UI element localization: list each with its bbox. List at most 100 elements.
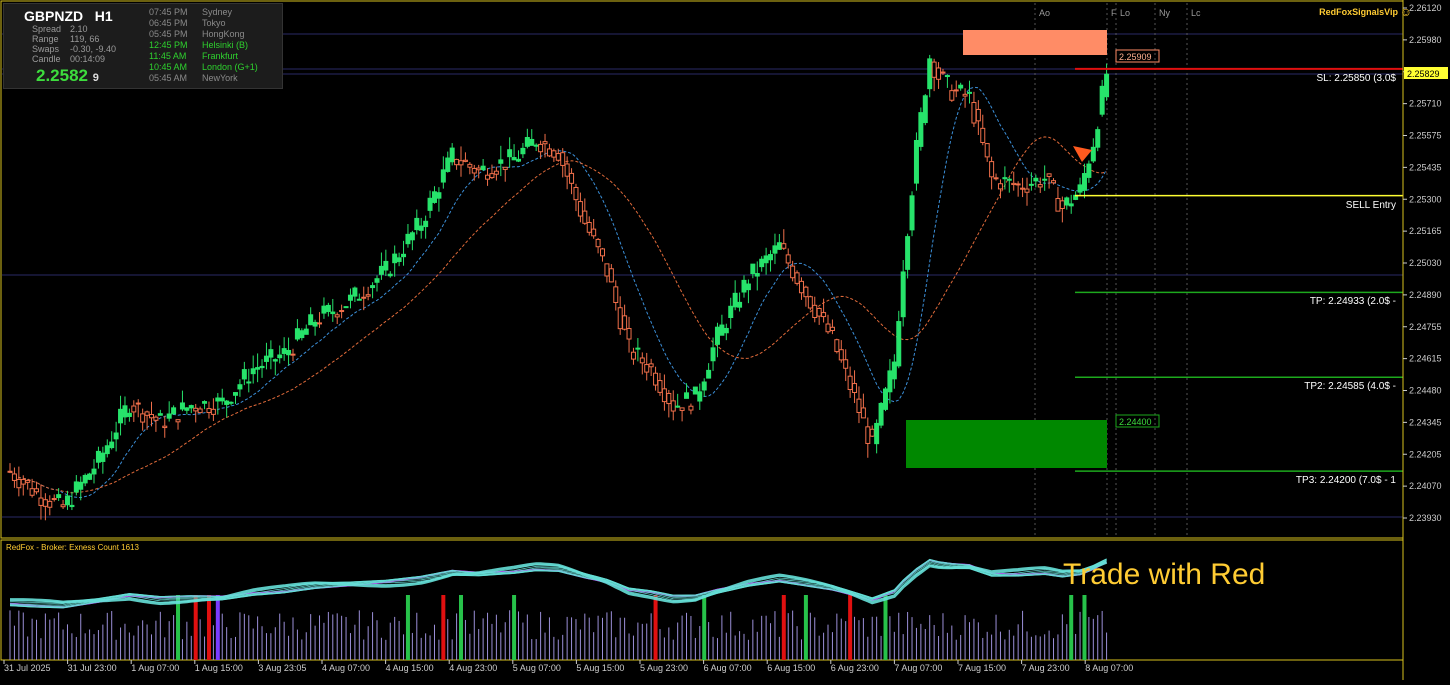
candle xyxy=(51,494,57,502)
histogram-signal-bar xyxy=(883,595,888,660)
time-tick-label: 3 Aug 23:05 xyxy=(258,663,306,673)
candle-body xyxy=(869,428,875,437)
candle-body xyxy=(829,326,835,331)
spread-value: 2.10 xyxy=(70,24,88,34)
candle xyxy=(1051,178,1057,185)
candle xyxy=(847,366,853,398)
price-tick-label: 2.24070 xyxy=(1409,481,1442,491)
candle-body xyxy=(909,195,915,231)
candle-body xyxy=(891,361,897,380)
session-marker-label: Lo xyxy=(1120,8,1130,18)
candle-body xyxy=(42,499,48,507)
candle-body xyxy=(365,294,371,297)
candle-body xyxy=(122,405,128,418)
candle-timer: 00:14:09 xyxy=(70,54,106,64)
candle-body xyxy=(688,405,694,411)
candle-body xyxy=(940,71,946,74)
candle-body xyxy=(334,314,340,318)
candle-body xyxy=(856,398,862,413)
candle-body xyxy=(69,504,75,508)
candle xyxy=(11,467,17,488)
candle-body xyxy=(440,169,446,183)
candle-body xyxy=(34,488,40,493)
candle-body xyxy=(661,388,667,403)
time-tick-label: 5 Aug 15:00 xyxy=(576,663,624,673)
candle-body xyxy=(361,296,367,299)
candle xyxy=(60,499,66,509)
candle xyxy=(122,396,128,426)
candle xyxy=(188,404,194,414)
candle xyxy=(255,353,261,383)
candle xyxy=(480,159,486,171)
candle-body xyxy=(803,286,809,298)
candle-body xyxy=(246,381,252,384)
candle xyxy=(1046,173,1052,189)
candle xyxy=(1024,177,1030,206)
candle-body xyxy=(546,148,552,157)
candle-body xyxy=(206,408,212,414)
candle-body xyxy=(396,257,402,262)
candle-body xyxy=(790,265,796,279)
session-name: Frankfurt xyxy=(202,51,239,61)
candle xyxy=(383,249,389,277)
candle xyxy=(750,263,756,279)
candle xyxy=(1042,165,1048,191)
candle-body xyxy=(100,452,106,462)
indicator-ribbon-line xyxy=(9,559,1107,608)
candle xyxy=(896,310,902,369)
candle xyxy=(148,401,154,427)
candle-body xyxy=(1006,178,1012,181)
candle xyxy=(1068,194,1074,214)
candle-body xyxy=(962,93,968,97)
candle-body xyxy=(378,265,384,275)
main-pane-border xyxy=(0,0,1404,539)
candle xyxy=(109,431,115,450)
candle xyxy=(692,386,698,395)
candle-body xyxy=(498,159,504,164)
candle xyxy=(356,293,362,301)
candle xyxy=(657,372,663,396)
candle-body xyxy=(591,228,597,237)
session-marker-label: Ao xyxy=(1039,8,1050,18)
candle xyxy=(370,282,376,299)
swaps-value: -0.30, -9.40 xyxy=(70,44,117,54)
candle xyxy=(1090,138,1096,163)
candle-body xyxy=(131,405,137,413)
candle xyxy=(153,415,159,432)
candle-body xyxy=(476,167,482,171)
candle xyxy=(737,292,743,312)
candle-body xyxy=(953,89,959,92)
candle-body xyxy=(653,372,659,386)
candle xyxy=(69,491,75,511)
candle-body xyxy=(418,225,424,231)
time-tick-label: 1 Aug 07:00 xyxy=(131,663,179,673)
candle xyxy=(688,403,694,415)
candle-body xyxy=(798,280,804,294)
candle xyxy=(843,349,849,382)
candle xyxy=(135,399,141,418)
candle xyxy=(489,164,495,180)
candle xyxy=(922,94,928,126)
candle xyxy=(237,379,243,397)
candle xyxy=(887,359,893,404)
candle-body xyxy=(1015,183,1021,186)
candle xyxy=(228,401,234,406)
price-tick-label: 2.25435 xyxy=(1409,162,1442,172)
candle-body xyxy=(821,312,827,318)
candle xyxy=(564,156,570,190)
trade-level-label: TP2: 2.24585 (4.0$ - xyxy=(1304,381,1396,393)
candle xyxy=(445,151,451,173)
candle-body xyxy=(38,497,44,506)
session-marker-label: Ny xyxy=(1159,8,1170,18)
price-tick-label: 2.24345 xyxy=(1409,417,1442,427)
candle xyxy=(958,82,964,91)
candle-body xyxy=(343,306,349,309)
candle xyxy=(303,324,309,335)
candle xyxy=(538,140,544,159)
time-tick-label: 7 Aug 23:00 xyxy=(1022,663,1070,673)
candle-body xyxy=(109,441,115,449)
price-tick-label: 2.25165 xyxy=(1409,226,1442,236)
candle-body xyxy=(104,445,110,455)
